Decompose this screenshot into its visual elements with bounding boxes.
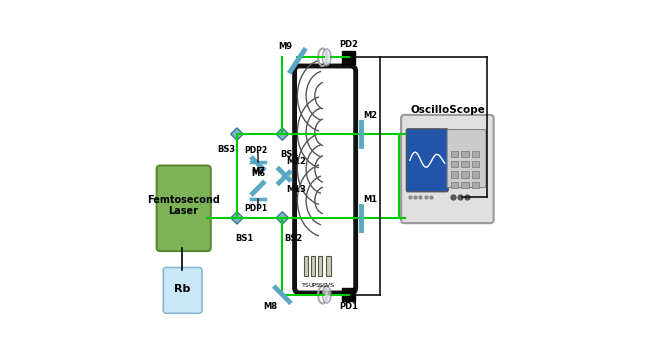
FancyBboxPatch shape: [461, 151, 469, 157]
Text: BS2: BS2: [284, 234, 302, 243]
FancyBboxPatch shape: [318, 256, 322, 276]
FancyBboxPatch shape: [276, 212, 289, 224]
FancyBboxPatch shape: [451, 171, 459, 178]
Text: UP: UP: [308, 283, 317, 288]
FancyBboxPatch shape: [461, 161, 469, 167]
Text: M13: M13: [286, 185, 306, 194]
FancyBboxPatch shape: [461, 182, 469, 188]
Text: M7: M7: [251, 167, 265, 176]
Text: PDP1: PDP1: [244, 204, 267, 213]
Text: PDP2: PDP2: [244, 146, 267, 155]
FancyBboxPatch shape: [231, 212, 243, 224]
Text: OscilloScope: OscilloScope: [410, 105, 485, 115]
Bar: [343, 288, 355, 301]
FancyBboxPatch shape: [304, 256, 308, 276]
Text: SS: SS: [316, 283, 324, 288]
FancyBboxPatch shape: [472, 182, 479, 188]
Text: M9: M9: [278, 42, 292, 51]
Ellipse shape: [322, 287, 331, 303]
Text: BS3: BS3: [217, 145, 236, 153]
FancyBboxPatch shape: [276, 128, 289, 140]
FancyBboxPatch shape: [157, 165, 211, 251]
Bar: [343, 51, 355, 64]
Text: BS4: BS4: [281, 150, 299, 159]
Text: M8: M8: [263, 302, 277, 311]
Text: M6: M6: [251, 169, 265, 178]
FancyBboxPatch shape: [231, 128, 243, 140]
Text: TS: TS: [302, 283, 310, 288]
FancyBboxPatch shape: [472, 161, 479, 167]
FancyBboxPatch shape: [295, 66, 356, 293]
FancyBboxPatch shape: [461, 171, 469, 178]
FancyBboxPatch shape: [451, 182, 459, 188]
Text: BS1: BS1: [235, 234, 254, 243]
FancyBboxPatch shape: [451, 151, 459, 157]
FancyBboxPatch shape: [401, 115, 494, 223]
FancyBboxPatch shape: [472, 171, 479, 178]
Text: PD2: PD2: [339, 40, 358, 49]
Ellipse shape: [322, 49, 331, 65]
Text: M1: M1: [364, 195, 378, 204]
FancyBboxPatch shape: [447, 130, 486, 188]
Text: SVS: SVS: [322, 283, 335, 288]
Text: Femtosecond
Laser: Femtosecond Laser: [147, 195, 220, 216]
FancyBboxPatch shape: [326, 256, 331, 276]
Text: M2: M2: [364, 111, 378, 120]
FancyBboxPatch shape: [163, 268, 202, 313]
FancyBboxPatch shape: [472, 151, 479, 157]
Text: Rb: Rb: [174, 284, 190, 295]
FancyBboxPatch shape: [451, 161, 459, 167]
Text: PD1: PD1: [339, 302, 358, 311]
Text: M12: M12: [286, 157, 306, 166]
FancyBboxPatch shape: [310, 256, 315, 276]
FancyBboxPatch shape: [407, 129, 448, 192]
